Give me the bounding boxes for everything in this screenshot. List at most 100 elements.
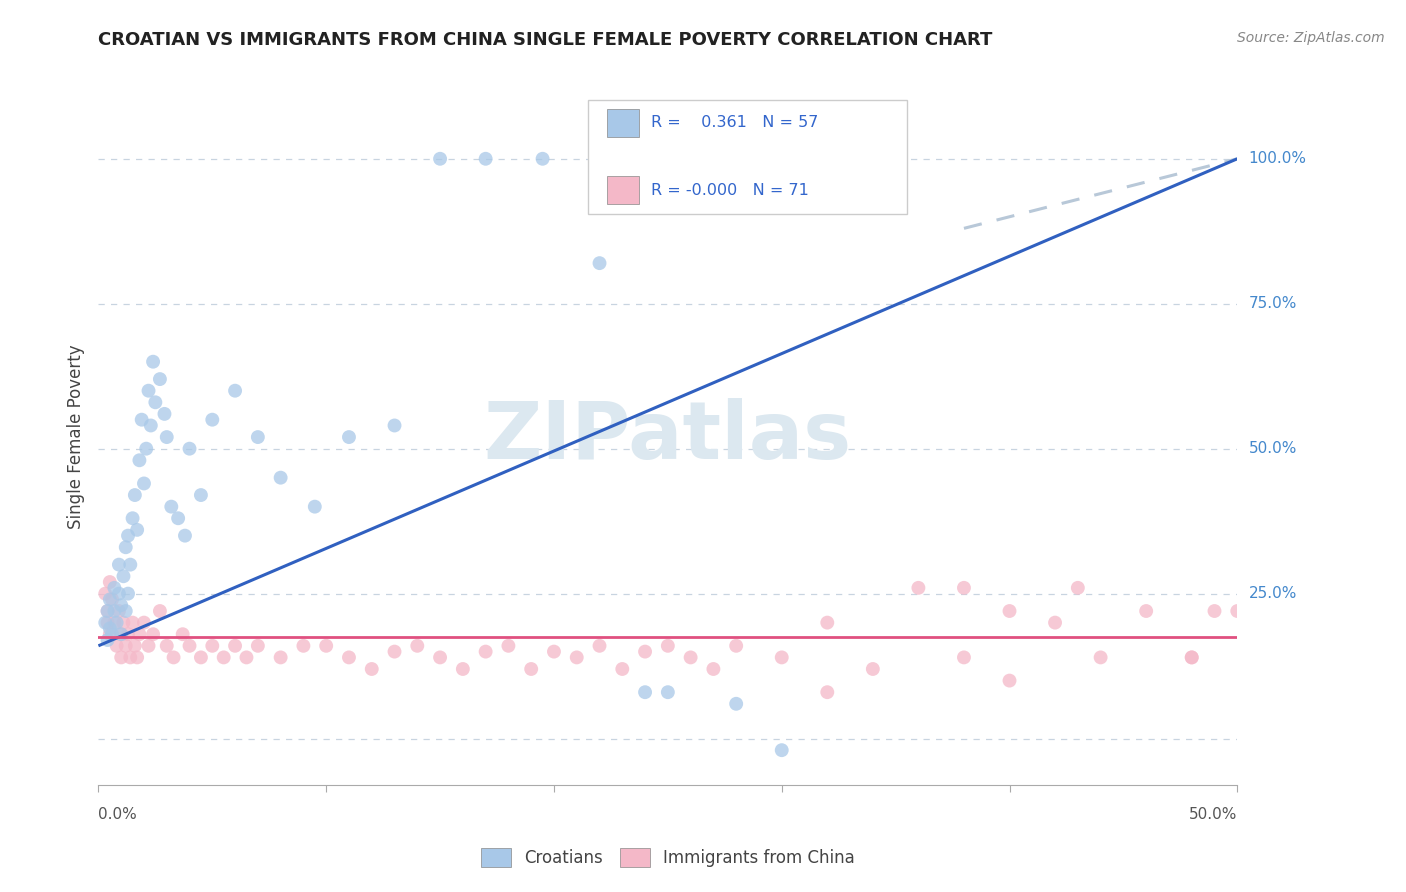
Point	[270, 470, 292, 484]
Point	[138, 384, 160, 398]
Y-axis label: Single Female Poverty: Single Female Poverty	[66, 345, 84, 529]
Point	[174, 528, 197, 542]
Point	[112, 615, 135, 630]
Point	[120, 650, 142, 665]
Point	[201, 639, 224, 653]
Point	[162, 650, 184, 665]
Point	[201, 412, 224, 426]
Point	[474, 644, 496, 658]
Point	[907, 581, 929, 595]
Point	[1204, 604, 1226, 618]
Point	[108, 587, 131, 601]
Point	[246, 639, 269, 653]
Point	[384, 644, 406, 658]
Point	[998, 604, 1021, 618]
Point	[1181, 650, 1204, 665]
Point	[498, 639, 520, 653]
Point	[105, 639, 128, 653]
Point	[588, 639, 610, 653]
Point	[292, 639, 315, 653]
Point	[108, 604, 131, 618]
Point	[179, 442, 201, 456]
Point	[815, 615, 838, 630]
Point	[98, 627, 121, 641]
Point	[121, 615, 143, 630]
Point	[132, 476, 155, 491]
Point	[172, 627, 194, 641]
Text: ZIPatlas: ZIPatlas	[484, 398, 852, 476]
Point	[1226, 604, 1249, 618]
Point	[153, 407, 176, 421]
Point	[96, 615, 118, 630]
Point	[998, 673, 1021, 688]
Point	[124, 488, 146, 502]
Point	[156, 639, 179, 653]
Point	[132, 615, 155, 630]
Point	[127, 650, 149, 665]
Point	[98, 574, 121, 589]
Point	[94, 587, 117, 601]
Point	[127, 523, 149, 537]
Point	[565, 650, 588, 665]
Text: 50.0%: 50.0%	[1189, 807, 1237, 822]
Point	[531, 152, 554, 166]
Point	[101, 592, 124, 607]
Point	[160, 500, 183, 514]
Point	[108, 558, 131, 572]
Point	[138, 639, 160, 653]
Point	[103, 615, 125, 630]
Point	[149, 372, 172, 386]
Point	[657, 639, 679, 653]
Point	[657, 685, 679, 699]
Point	[1090, 650, 1112, 665]
Point	[770, 650, 793, 665]
Point	[337, 430, 360, 444]
FancyBboxPatch shape	[588, 100, 907, 214]
Point	[98, 592, 121, 607]
Point	[96, 604, 118, 618]
Point	[142, 354, 165, 368]
Point	[315, 639, 337, 653]
Point	[634, 644, 657, 658]
Text: Source: ZipAtlas.com: Source: ZipAtlas.com	[1237, 31, 1385, 45]
Point	[96, 604, 118, 618]
Point	[190, 650, 212, 665]
Point	[725, 639, 748, 653]
Point	[1181, 650, 1204, 665]
Point	[121, 511, 143, 525]
Legend: Croatians, Immigrants from China: Croatians, Immigrants from China	[481, 847, 855, 867]
Point	[588, 152, 610, 166]
Text: R =    0.361   N = 57: R = 0.361 N = 57	[651, 115, 818, 130]
Point	[117, 528, 139, 542]
Point	[135, 442, 157, 456]
Point	[588, 256, 610, 270]
Point	[384, 418, 406, 433]
Point	[117, 587, 139, 601]
Point	[105, 615, 128, 630]
Point	[679, 650, 702, 665]
Text: 50.0%: 50.0%	[1249, 442, 1296, 456]
Point	[114, 540, 136, 554]
Point	[337, 650, 360, 665]
Point	[406, 639, 429, 653]
Point	[1043, 615, 1066, 630]
Point	[1135, 604, 1157, 618]
Point	[634, 685, 657, 699]
Point	[1067, 581, 1090, 595]
Point	[149, 604, 172, 618]
Point	[725, 697, 748, 711]
Point	[94, 615, 117, 630]
Point	[451, 662, 474, 676]
Point	[114, 604, 136, 618]
Point	[110, 598, 132, 612]
Point	[815, 685, 838, 699]
Point	[179, 639, 201, 653]
Text: CROATIAN VS IMMIGRANTS FROM CHINA SINGLE FEMALE POVERTY CORRELATION CHART: CROATIAN VS IMMIGRANTS FROM CHINA SINGLE…	[98, 31, 993, 49]
Point	[128, 453, 150, 467]
Point	[142, 627, 165, 641]
Point	[103, 604, 125, 618]
Point	[120, 558, 142, 572]
Point	[612, 152, 634, 166]
Point	[131, 412, 153, 426]
Point	[224, 639, 246, 653]
